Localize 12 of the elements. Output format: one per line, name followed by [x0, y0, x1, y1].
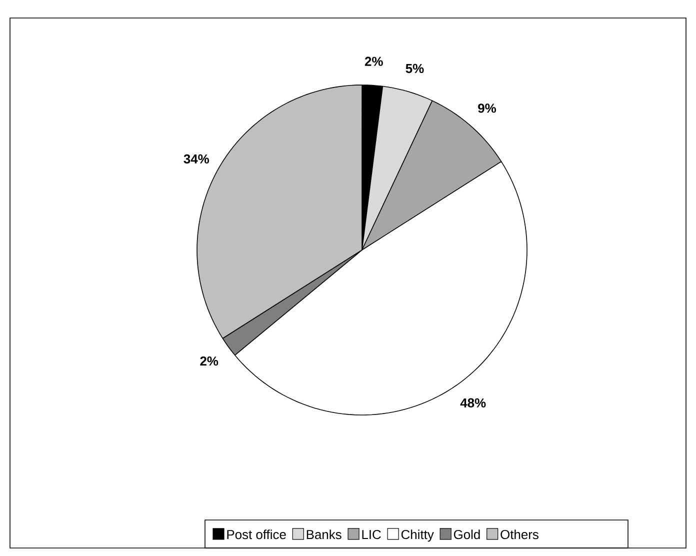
legend-label: Post office: [227, 530, 286, 540]
data-label: 2%: [364, 56, 383, 66]
data-label: 48%: [460, 398, 486, 408]
data-label: 2%: [200, 356, 218, 366]
data-label: 9%: [478, 104, 496, 113]
data-label: 34%: [184, 154, 210, 164]
legend-label: Gold: [454, 530, 480, 540]
legend-label: LIC: [362, 530, 381, 540]
legend-label: Chitty: [401, 530, 434, 542]
legend-label: Others: [500, 530, 538, 540]
data-label: 5%: [406, 64, 424, 74]
legend-label: Banks: [306, 530, 342, 540]
